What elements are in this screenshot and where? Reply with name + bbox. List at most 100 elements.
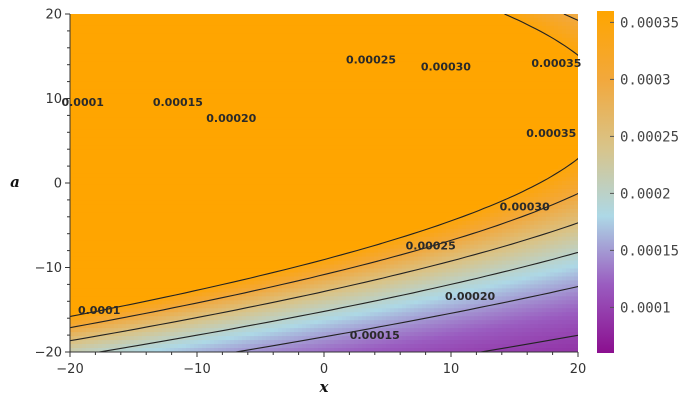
heatmap-cell [182, 153, 187, 158]
heatmap-cell [254, 308, 259, 313]
heatmap-cell [118, 169, 123, 174]
heatmap-cell [254, 220, 259, 226]
heatmap-cell [186, 332, 191, 337]
heatmap-cell [254, 344, 259, 349]
heatmap-cell [82, 232, 87, 238]
heatmap-cell [130, 149, 135, 154]
heatmap-cell [298, 272, 303, 278]
heatmap-cell [178, 204, 183, 210]
heatmap-cell [282, 29, 287, 35]
heatmap-cell [230, 81, 235, 87]
heatmap-cell [290, 17, 295, 23]
heatmap-cell [94, 149, 99, 154]
heatmap-cell [234, 308, 239, 313]
heatmap-cell [266, 121, 271, 126]
heatmap-cell [82, 105, 87, 111]
heatmap-cell [282, 41, 287, 47]
heatmap-cell [122, 109, 127, 115]
heatmap-cell [158, 244, 163, 250]
heatmap-cell [98, 280, 103, 285]
heatmap-cell [194, 188, 199, 194]
heatmap-cell [194, 93, 199, 99]
heatmap-cell [118, 224, 123, 230]
heatmap-cell [282, 57, 287, 63]
heatmap-cell [162, 121, 167, 126]
heatmap-cell [178, 153, 183, 158]
heatmap-cell [270, 312, 275, 317]
heatmap-cell [170, 65, 175, 71]
heatmap-cell [238, 212, 243, 218]
heatmap-cell [294, 81, 299, 87]
heatmap-cell [146, 252, 151, 258]
heatmap-cell [122, 328, 127, 333]
heatmap-cell [286, 133, 291, 138]
heatmap-cell [138, 244, 143, 250]
heatmap-cell [186, 169, 191, 174]
heatmap-cell [70, 161, 75, 166]
heatmap-cell [242, 284, 247, 289]
heatmap-cell [130, 33, 135, 39]
heatmap-cell [138, 268, 143, 274]
heatmap-cell [222, 324, 227, 329]
heatmap-cell [214, 308, 219, 313]
heatmap-cell [118, 149, 123, 154]
heatmap-cell [286, 21, 291, 27]
heatmap-cell [266, 304, 271, 309]
heatmap-cell [226, 204, 231, 210]
heatmap-cell [302, 216, 307, 222]
heatmap-cell [226, 304, 231, 309]
heatmap-cell [274, 14, 279, 19]
heatmap-cell [294, 69, 299, 75]
heatmap-cell [174, 228, 179, 234]
heatmap-cell [202, 344, 207, 349]
heatmap-cell [258, 137, 263, 142]
heatmap-cell [142, 85, 147, 91]
heatmap-cell [90, 280, 95, 285]
heatmap-cell [218, 21, 223, 27]
heatmap-cell [110, 284, 115, 289]
heatmap-cell [102, 188, 107, 194]
heatmap-cell [70, 129, 75, 134]
heatmap-cell [90, 81, 95, 87]
heatmap-cell [174, 69, 179, 75]
heatmap-cell [194, 316, 199, 321]
heatmap-cell [134, 173, 139, 178]
heatmap-cell [290, 276, 295, 282]
heatmap-cell [202, 284, 207, 289]
heatmap-cell [266, 105, 271, 111]
heatmap-cell [122, 89, 127, 95]
heatmap-cell [174, 29, 179, 35]
heatmap-cell [218, 328, 223, 333]
heatmap-cell [278, 173, 283, 178]
heatmap-cell [158, 145, 163, 150]
heatmap-cell [158, 204, 163, 210]
heatmap-cell [142, 240, 147, 246]
heatmap-cell [102, 316, 107, 321]
heatmap-cell [206, 248, 211, 254]
heatmap-cell [174, 17, 179, 23]
heatmap-cell [74, 336, 79, 341]
heatmap-cell [90, 89, 95, 95]
heatmap-cell [158, 105, 163, 111]
heatmap-cell [126, 260, 131, 266]
heatmap-cell [254, 324, 259, 329]
heatmap-cell [202, 117, 207, 122]
heatmap-cell [90, 77, 95, 83]
heatmap-cell [150, 264, 155, 270]
heatmap-cell [222, 77, 227, 83]
heatmap-cell [290, 292, 295, 297]
heatmap-cell [82, 29, 87, 35]
heatmap-cell [86, 141, 91, 146]
heatmap-cell [218, 165, 223, 170]
heatmap-cell [266, 252, 271, 258]
heatmap-cell [110, 65, 115, 71]
heatmap-cell [210, 65, 215, 71]
heatmap-cell [290, 33, 295, 39]
heatmap-cell [270, 177, 275, 182]
heatmap-cell [110, 129, 115, 134]
heatmap-cell [226, 125, 231, 130]
heatmap-cell [178, 125, 183, 130]
heatmap-cell [138, 177, 143, 182]
heatmap-cell [210, 69, 215, 75]
heatmap-cell [150, 332, 155, 337]
